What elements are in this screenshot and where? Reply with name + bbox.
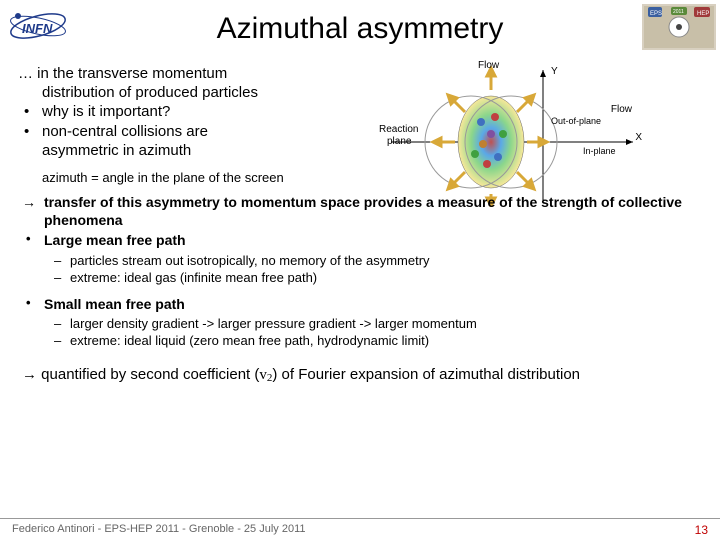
final-line: → quantified by second coefficient (v2) … <box>18 366 702 384</box>
page-number: 13 <box>695 523 708 540</box>
final-post: ) of Fourier expansion of azimuthal dist… <box>272 366 580 383</box>
intro-list: … in the transverse momentum distributio… <box>18 64 358 160</box>
flow-label-right: Flow <box>611 104 632 115</box>
x-axis-label: X <box>635 132 642 143</box>
svg-text:EPS: EPS <box>650 11 662 17</box>
intro-line-5: asymmetric in azimuth <box>18 141 358 160</box>
footer-text: Federico Antinori - EPS-HEP 2011 - Greno… <box>12 523 306 540</box>
eps-logo: EPS HEP 2011 <box>642 4 716 50</box>
slide-title: Azimuthal asymmetry <box>0 0 720 46</box>
infn-text: INFN <box>22 21 53 36</box>
infn-logo: INFN <box>6 6 70 46</box>
svg-text:HEP: HEP <box>697 11 709 17</box>
intro-line-2: distribution of produced particles <box>18 83 358 102</box>
small-mfp: Small mean free path <box>18 295 702 313</box>
svg-text:2011: 2011 <box>673 9 684 15</box>
flow-label-top: Flow <box>478 60 499 71</box>
intro-line-1: … in the transverse momentum <box>18 64 358 83</box>
intro-line-3: why is it important? <box>18 102 358 121</box>
out-of-plane-label: Out-of-plane <box>551 116 601 126</box>
reaction-label-2: plane <box>387 136 411 147</box>
reaction-label-1: Reaction <box>379 124 418 135</box>
final-arrow-icon: → <box>22 366 41 383</box>
in-plane-label: In-plane <box>583 146 616 156</box>
second-block: transfer of this asymmetry to momentum s… <box>18 193 702 350</box>
small-sub-2: extreme: ideal liquid (zero mean free pa… <box>18 332 702 350</box>
footer: Federico Antinori - EPS-HEP 2011 - Greno… <box>0 518 720 540</box>
small-sub-1: larger density gradient -> larger pressu… <box>18 315 702 333</box>
y-axis-label: Y <box>551 66 558 77</box>
final-pre: quantified by second coefficient ( <box>41 366 259 383</box>
final-v: v <box>259 367 267 383</box>
large-sub-2: extreme: ideal gas (infinite mean free p… <box>18 269 702 287</box>
collision-diagram: Flow Flow Y X Reaction plane Out-of-plan… <box>383 62 638 207</box>
transfer-line: transfer of this asymmetry to momentum s… <box>18 193 702 229</box>
large-sub-1: particles stream out isotropically, no m… <box>18 252 702 270</box>
large-mfp: Large mean free path <box>18 231 702 249</box>
intro-line-4: non-central collisions are <box>18 122 358 141</box>
